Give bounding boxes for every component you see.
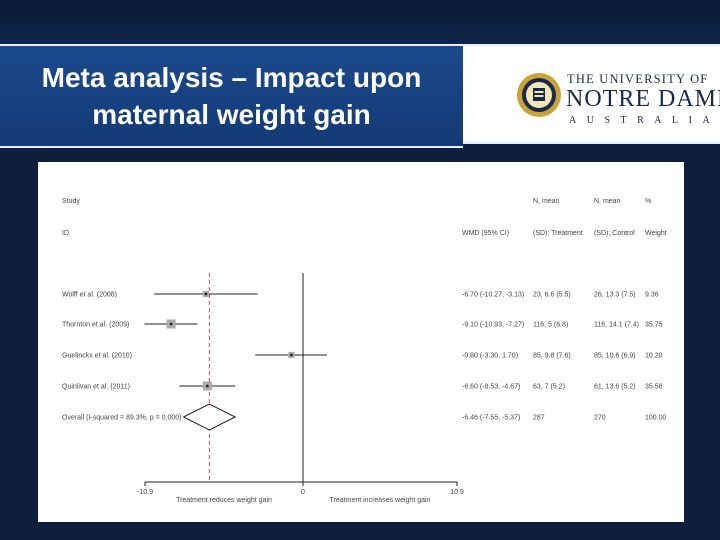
header-effect-label: WMD (95% CI) [462, 230, 509, 237]
overall-label: Overall (I-squared = 89.3%, p = 0.000) [62, 415, 181, 422]
overall-diamond [182, 403, 237, 431]
overall-control-text: 270 [594, 415, 606, 422]
study-point-estimate [169, 322, 173, 326]
study-control-text: 85, 10.6 (6.9) [594, 353, 636, 360]
study-effect-text: -6.60 (-8.53, -4.67) [462, 384, 520, 391]
study-weight-text: 9.36 [645, 292, 659, 299]
study-weight-text: 35.58 [645, 384, 663, 391]
study-weight-text: 10.20 [645, 353, 663, 360]
forest-plot: Study ID WMD (95% CI) N, mean (SD); Treatmen… [62, 198, 667, 504]
logo-line-3: AUSTRALIA [569, 115, 720, 126]
header-study-label: Study [62, 198, 80, 205]
study-label: Thornton et al. (2009) [62, 322, 129, 329]
overall-effect-text: -6.46 (-7.55, -5.37) [462, 415, 520, 422]
study-label: Guelinckx et al. (2010) [62, 353, 132, 360]
x-axis-label-right: Treatment increases weight gain [330, 497, 431, 504]
study-treatment-text: 63, 7 (5.2) [533, 384, 565, 391]
study-label: Wolff et al. (2008) [62, 292, 117, 299]
study-effect-text: -0.80 (-3.30, 1.70) [462, 353, 518, 360]
study-point-estimate [205, 384, 209, 388]
x-tick-label: 10.9 [450, 489, 464, 496]
study-label: Quinlivan et al. (2011) [62, 384, 130, 391]
logo-line-1: THE UNIVERSITY OF [567, 72, 709, 86]
study-effect-text: -6.70 (-10.27, -3.13) [462, 292, 524, 299]
x-tick-label: 0 [301, 489, 305, 496]
x-tick-label: -10.9 [137, 489, 153, 496]
study-control-text: 61, 13.6 (5.2) [594, 384, 636, 391]
university-seal-icon [517, 73, 561, 117]
overall-weight-text: 100.00 [645, 415, 667, 422]
header-control-top: N, mean [594, 198, 621, 205]
study-point-estimate [204, 292, 208, 296]
study-control-text: 26, 13.3 (7.5) [594, 292, 636, 299]
study-treatment-text: 116, 5 (6.8) [533, 322, 568, 329]
header-weight-top: % [645, 198, 651, 205]
overall-treatment-text: 287 [533, 415, 545, 422]
study-control-text: 116, 14.1 (7.4) [594, 322, 639, 329]
study-point-estimate [290, 353, 293, 357]
study-effect-text: -9.10 (-10.93, -7.27) [462, 322, 524, 329]
slide-title: Meta analysis – Impact upon maternal wei… [41, 62, 422, 130]
header-id-label: ID [62, 230, 69, 237]
header-treatment-top: N, mean [533, 198, 560, 205]
logo-line-2: NOTRE DAME [566, 86, 720, 112]
header-control-bottom: (SD); Control [594, 230, 635, 237]
top-band [0, 0, 720, 44]
x-axis-label-left: Treatment reduces weight gain [176, 497, 272, 504]
study-treatment-text: 85, 9.8 (7.6) [533, 353, 571, 360]
title-panel: Meta analysis – Impact upon maternal wei… [0, 44, 463, 148]
header-weight-bottom: Weight [645, 230, 667, 237]
study-weight-text: 35.75 [645, 322, 663, 329]
header-treatment-bottom: (SD); Treatment [533, 230, 583, 237]
university-logo: THE UNIVERSITY OF NOTRE DAME AUSTRALIA [463, 44, 720, 144]
forest-plot-panel: Study ID WMD (95% CI) N, mean (SD); Treatmen… [38, 162, 684, 522]
study-treatment-text: 23, 6.6 (5.5) [533, 292, 571, 299]
